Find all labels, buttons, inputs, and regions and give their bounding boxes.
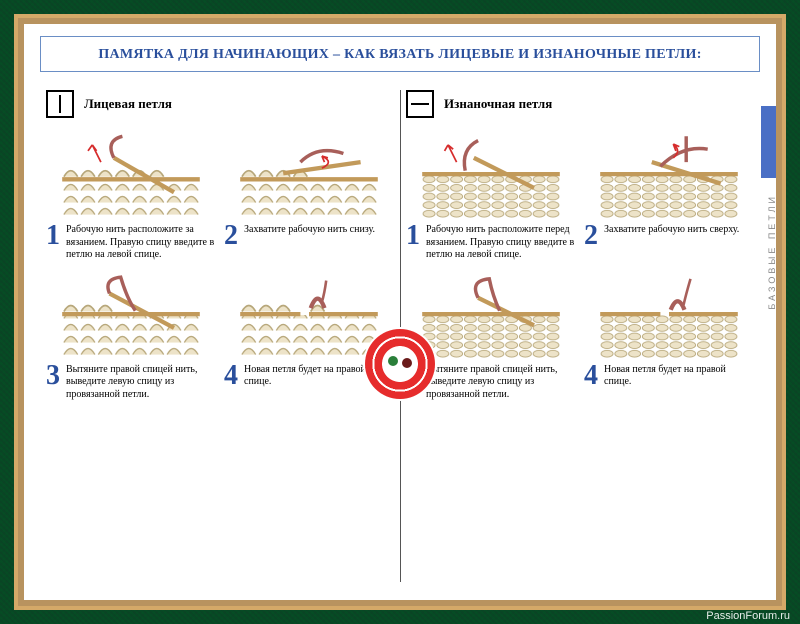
badge-yarn-icon — [382, 346, 418, 382]
step-knit-2: 2 Захватите рабочую нить снизу. — [224, 132, 394, 262]
num: 2 — [584, 222, 598, 250]
column-knit: Лицевая петля — [40, 90, 400, 582]
page: БАЗОВЫЕ ПЕТЛИ ПАМЯТКА ДЛЯ НАЧИНАЮЩИХ – К… — [24, 24, 776, 600]
num: 3 — [46, 362, 60, 390]
step-knit-4: 4 Новая петля будет на правой спице. — [224, 272, 394, 402]
step-text: Захватите рабочую нить сверху. — [604, 222, 739, 237]
step-text: Рабочую нить расположите перед вязанием.… — [426, 222, 576, 262]
diagram-knit-1 — [46, 132, 216, 218]
diagram-purl-4 — [584, 272, 754, 358]
step-text: Вытяните правой спицей нить, выведите ле… — [66, 362, 216, 402]
diagram-purl-2 — [584, 132, 754, 218]
step-knit-1: 1 Рабочую нить расположите за вязанием. … — [46, 132, 216, 262]
side-tab — [761, 106, 776, 178]
col-header-purl: Изнаночная петля — [406, 90, 754, 118]
diagram-purl-1 — [406, 132, 576, 218]
num: 1 — [406, 222, 420, 250]
step-purl-1: 1 Рабочую нить расположите перед вязание… — [406, 132, 576, 262]
step-purl-2: 2 Захватите рабочую нить сверху. — [584, 132, 754, 262]
col-header-knit: Лицевая петля — [46, 90, 394, 118]
num: 4 — [584, 362, 598, 390]
steps-knit: 1 Рабочую нить расположите за вязанием. … — [46, 132, 394, 401]
center-badge — [365, 329, 435, 399]
columns: Лицевая петля — [40, 90, 760, 582]
watermark: PassionForum.ru — [706, 610, 790, 622]
side-label: БАЗОВЫЕ ПЕТЛИ — [767, 194, 776, 310]
diagram-knit-2 — [224, 132, 394, 218]
step-text: Захватите рабочую нить снизу. — [244, 222, 375, 237]
num: 4 — [224, 362, 238, 390]
diagram-knit-4 — [224, 272, 394, 358]
col-title-knit: Лицевая петля — [84, 96, 172, 112]
column-purl: Изнаночная петля 1 — [400, 90, 760, 582]
step-purl-4: 4 Новая петля будет на правой спице. — [584, 272, 754, 402]
symbol-knit — [46, 90, 74, 118]
step-text: Новая петля будет на правой спице. — [604, 362, 754, 389]
step-purl-3: 3 Вытяните правой спицей нить, выведите … — [406, 272, 576, 402]
num: 2 — [224, 222, 238, 250]
step-text: Вытяните правой спицей нить, выведите ле… — [426, 362, 576, 402]
diagram-purl-3 — [406, 272, 576, 358]
steps-purl: 1 Рабочую нить расположите перед вязание… — [406, 132, 754, 401]
page-title: ПАМЯТКА ДЛЯ НАЧИНАЮЩИХ – КАК ВЯЗАТЬ ЛИЦЕ… — [98, 47, 701, 62]
num: 1 — [46, 222, 60, 250]
outer-frame: БАЗОВЫЕ ПЕТЛИ ПАМЯТКА ДЛЯ НАЧИНАЮЩИХ – К… — [14, 14, 786, 610]
col-title-purl: Изнаночная петля — [444, 96, 552, 112]
symbol-purl — [406, 90, 434, 118]
diagram-knit-3 — [46, 272, 216, 358]
title-box: ПАМЯТКА ДЛЯ НАЧИНАЮЩИХ – КАК ВЯЗАТЬ ЛИЦЕ… — [40, 36, 760, 72]
step-text: Рабочую нить расположите за вязанием. Пр… — [66, 222, 216, 262]
step-knit-3: 3 Вытяните правой спицей нить, выведите … — [46, 272, 216, 402]
